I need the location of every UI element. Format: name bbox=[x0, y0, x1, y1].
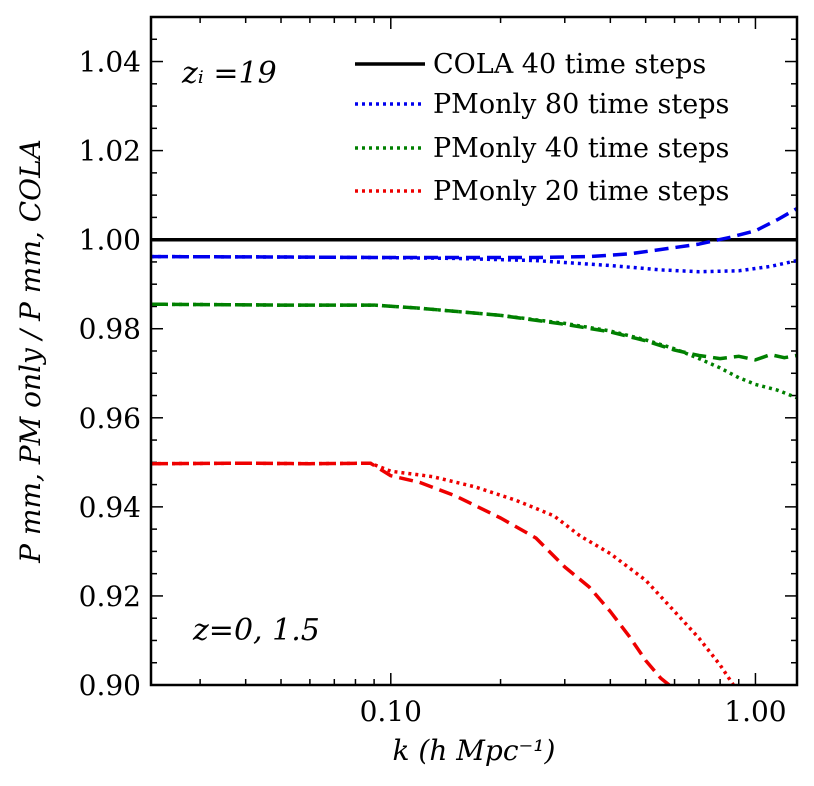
y-tick-label: 1.04 bbox=[79, 46, 141, 79]
series-line-3 bbox=[151, 302, 797, 400]
plot-frame bbox=[149, 15, 799, 687]
legend-label-pm40: PMonly 40 time steps bbox=[433, 133, 729, 164]
legend-label-cola: COLA 40 time steps bbox=[433, 49, 706, 80]
x-tick-label: 1.00 bbox=[724, 695, 786, 728]
y-tick-label: 0.98 bbox=[79, 313, 141, 346]
x-axis: 0.10 1.00 bbox=[199, 17, 787, 728]
series-line-5 bbox=[151, 461, 735, 685]
annotation-z: z=0, 1.5 bbox=[192, 613, 320, 648]
x-tick-label: 0.10 bbox=[360, 695, 422, 728]
y-tick-label: 0.94 bbox=[79, 491, 141, 524]
series-line-4 bbox=[151, 302, 797, 362]
y-tick-label: 0.92 bbox=[79, 580, 141, 613]
annotation-zi: zᵢ =19 bbox=[181, 56, 277, 91]
y-tick-label: 1.02 bbox=[79, 135, 141, 168]
y-tick-label: 0.90 bbox=[79, 669, 141, 702]
legend-label-pm80: PMonly 80 time steps bbox=[433, 89, 729, 120]
legend: COLA 40 time steps PMonly 80 time steps … bbox=[355, 49, 729, 207]
y-tick-label: 1.00 bbox=[79, 224, 141, 257]
y-tick-label: 0.96 bbox=[79, 402, 141, 435]
y-axis: 0.90 0.92 0.94 0.96 0.98 1.00 1.02 1.04 bbox=[79, 16, 797, 702]
plot-area bbox=[151, 206, 797, 685]
x-axis-label: k (h Mpc⁻¹) bbox=[393, 734, 556, 767]
series-line-2 bbox=[151, 206, 797, 260]
series-line-6 bbox=[151, 461, 671, 685]
legend-label-pm20: PMonly 20 time steps bbox=[433, 176, 729, 207]
y-axis-label: P mm, PM only / P mm, COLA bbox=[14, 139, 47, 564]
